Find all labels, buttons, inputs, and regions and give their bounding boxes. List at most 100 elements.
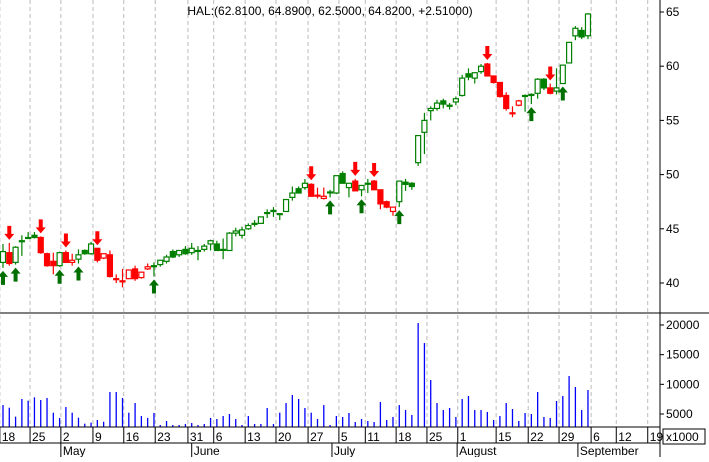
signals xyxy=(0,45,568,294)
candle xyxy=(578,27,585,40)
buy-arrow-icon xyxy=(10,267,21,282)
candle xyxy=(301,178,309,190)
candle-body xyxy=(427,107,434,112)
buy-arrow-icon xyxy=(526,107,537,122)
candle-body xyxy=(459,77,466,97)
x-tick-label: 25 xyxy=(32,430,46,444)
candle-body xyxy=(565,41,573,64)
candle-body xyxy=(6,252,13,265)
candle-body xyxy=(282,198,290,213)
candle-body xyxy=(364,182,371,185)
candle xyxy=(496,81,504,98)
candle-body xyxy=(333,175,340,194)
candle-body xyxy=(37,236,44,254)
sell-arrow-icon xyxy=(369,163,380,178)
buy-arrow-icon xyxy=(394,210,405,225)
candle-body xyxy=(81,249,88,255)
candle xyxy=(194,246,202,261)
candle-body xyxy=(415,134,422,164)
candle xyxy=(584,13,592,40)
candle-body xyxy=(87,243,95,255)
candle xyxy=(440,98,447,109)
candle xyxy=(138,271,145,279)
candle-body xyxy=(289,192,296,198)
gridlines xyxy=(0,0,649,427)
candle-body xyxy=(232,230,239,234)
candle-body xyxy=(207,240,214,245)
candle-body xyxy=(257,216,264,224)
candle xyxy=(257,216,264,224)
candle xyxy=(43,252,51,267)
x-tick-label: 16 xyxy=(126,430,140,444)
candle-body xyxy=(25,236,32,240)
candle-body xyxy=(521,94,529,98)
candle xyxy=(427,106,434,121)
candle-body xyxy=(421,119,428,133)
candle-body xyxy=(465,73,472,78)
candle-body xyxy=(452,98,459,103)
candle-body xyxy=(540,78,548,89)
candle xyxy=(565,41,573,64)
candle-body xyxy=(534,78,541,94)
candle-body xyxy=(528,93,535,97)
price-tick-label: 50 xyxy=(666,168,680,182)
candle-body xyxy=(220,248,227,251)
candle xyxy=(446,103,453,110)
multiplier-box xyxy=(662,428,706,445)
price-tick-label: 60 xyxy=(666,59,680,73)
chart-title: HAL:(62.8100, 64.8900, 62.5000, 64.8200,… xyxy=(187,4,472,18)
x-tick-label: 27 xyxy=(310,430,324,444)
candle xyxy=(201,243,208,252)
candle-body xyxy=(308,183,315,197)
candle xyxy=(333,175,340,195)
candle xyxy=(75,249,82,264)
candle-body xyxy=(163,256,170,262)
candle-body xyxy=(383,201,390,208)
volume-tick-label: 15000 xyxy=(666,348,700,362)
x-tick-label: 25 xyxy=(429,430,443,444)
candle xyxy=(157,259,164,267)
candle-body xyxy=(144,266,151,270)
candle xyxy=(25,232,32,240)
x-tick-label: 19 xyxy=(650,430,664,444)
candle xyxy=(540,78,548,91)
candle-body xyxy=(106,254,114,278)
candle-body xyxy=(301,182,309,189)
candle-body xyxy=(119,280,126,283)
candle xyxy=(62,250,70,264)
candle-body xyxy=(100,253,107,259)
x-tick-label: 9 xyxy=(95,430,102,444)
x-tick-label: 13 xyxy=(247,430,261,444)
candle-body xyxy=(490,75,497,84)
candle-body xyxy=(496,81,504,98)
candle xyxy=(521,94,529,112)
price-tick-label: 65 xyxy=(666,5,680,19)
candle-body xyxy=(125,269,132,280)
candle xyxy=(389,206,397,216)
candle xyxy=(245,223,252,230)
candle xyxy=(69,253,76,266)
sell-arrow-icon xyxy=(35,219,46,234)
candle-body xyxy=(352,180,359,192)
x-tick-label: 22 xyxy=(530,430,544,444)
candle-body xyxy=(251,222,258,225)
candle xyxy=(251,220,258,227)
candle-body xyxy=(182,248,189,255)
candle-body xyxy=(515,100,522,106)
candle-body xyxy=(389,206,397,213)
sell-arrow-icon xyxy=(482,45,493,60)
candle xyxy=(0,243,7,268)
candle xyxy=(465,68,472,81)
buy-arrow-icon xyxy=(557,86,568,101)
candle xyxy=(100,253,107,260)
candle-body xyxy=(138,271,145,279)
candle xyxy=(421,112,428,155)
candle xyxy=(364,178,371,194)
candle-body xyxy=(43,253,51,267)
volume-bars xyxy=(2,323,589,427)
candle xyxy=(169,249,176,259)
candle-body xyxy=(402,181,409,185)
candle-body xyxy=(471,72,478,79)
